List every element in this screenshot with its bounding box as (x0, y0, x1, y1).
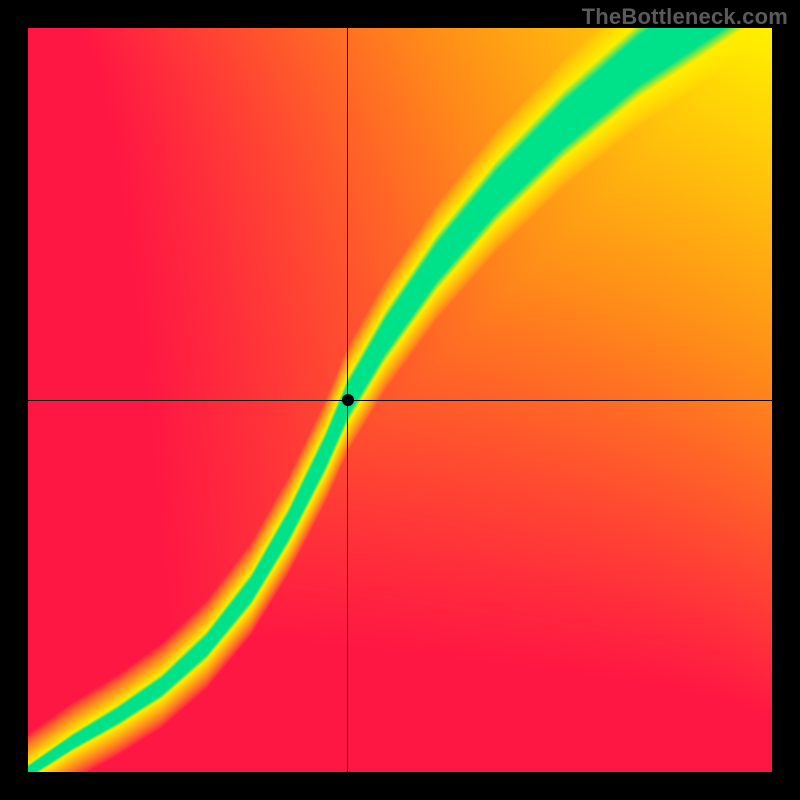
chart-container: TheBottleneck.com (0, 0, 800, 800)
crosshair-marker (342, 394, 354, 406)
crosshair-horizontal (28, 400, 772, 401)
watermark-text: TheBottleneck.com (582, 4, 788, 30)
plot-frame (28, 28, 772, 772)
